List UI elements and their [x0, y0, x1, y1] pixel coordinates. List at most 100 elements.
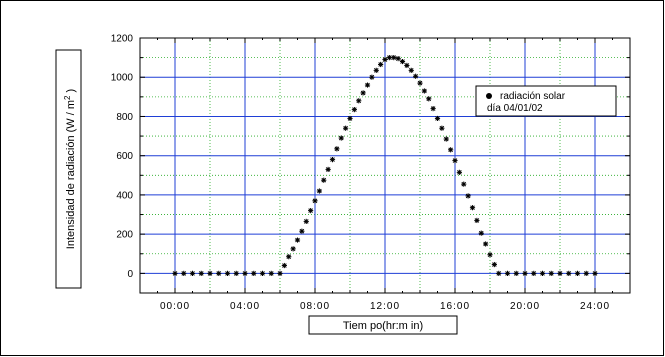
data-point: [421, 88, 427, 94]
data-point: [434, 115, 441, 122]
axis-ticks: [139, 37, 631, 294]
data-point: [574, 270, 581, 276]
data-point: [303, 218, 309, 225]
grid: [139, 37, 631, 294]
x-tick-labels: 00:00 04:00 08:00 12:00 16:00 20:00 24:00: [160, 301, 610, 312]
data-point: [189, 270, 196, 276]
legend-label: radiación solar: [500, 91, 566, 102]
data-point: [259, 270, 266, 276]
data-point: [430, 106, 436, 112]
data-point: [443, 136, 449, 142]
data-point: [461, 181, 467, 187]
data-point: [290, 246, 296, 252]
data-point: [413, 73, 419, 79]
data-point: [496, 270, 502, 276]
data-point: [351, 106, 357, 113]
y-axis-label-box: [55, 49, 82, 289]
data-point: [504, 270, 511, 276]
data-point: [382, 56, 388, 63]
data-point: [548, 270, 554, 276]
data-point: [487, 252, 493, 258]
x-axis-label-group: Tiem po(hr:m in): [308, 315, 458, 335]
data-point: [299, 228, 305, 234]
data-point: [364, 82, 371, 88]
x-axis-label: Tiem po(hr:m in): [343, 320, 423, 332]
data-point: [539, 270, 546, 276]
x-tick-label: 08:00: [300, 301, 330, 312]
data-point: [334, 146, 340, 152]
data-point: [216, 270, 222, 276]
data-point: [233, 270, 239, 276]
data-point: [474, 217, 480, 224]
data-point: [404, 62, 410, 69]
data-point: [316, 188, 322, 194]
data-point: [522, 270, 528, 276]
data-point: [373, 67, 379, 73]
data-point: [251, 270, 257, 276]
data-point: [281, 262, 287, 269]
data-point: [198, 270, 204, 276]
x-tick-label: 12:00: [370, 301, 400, 312]
data-point: [456, 169, 462, 175]
data-point: [513, 270, 519, 276]
data-point: [592, 270, 598, 276]
data-point: [312, 198, 318, 204]
legend-box: [475, 85, 617, 117]
data-point: [268, 270, 274, 276]
y-tick-label: 1000: [111, 73, 134, 84]
data-point: [294, 237, 301, 243]
data-point: [224, 270, 231, 276]
y-axis-label: Intensidad de radiación (W / m2 ): [63, 89, 77, 249]
data-point: [491, 261, 497, 268]
legend: radiación solar día 04/01/02: [475, 85, 617, 117]
data-point: [378, 61, 384, 68]
data-point: [391, 55, 397, 61]
y-tick-label: 0: [127, 269, 133, 280]
y-tick-label: 800: [116, 112, 133, 123]
data-point: [181, 270, 187, 276]
data-point: [469, 205, 476, 211]
data-point: [439, 125, 445, 131]
data-point: [583, 270, 589, 276]
data-point: [417, 80, 423, 86]
y-tick-label: 600: [116, 151, 133, 162]
x-axis-label-box: [308, 315, 458, 335]
data-point: [448, 147, 454, 153]
data-point: [329, 157, 336, 163]
x-tick-label: 16:00: [440, 301, 470, 312]
data-point: [531, 270, 537, 276]
data-point: [478, 230, 484, 236]
data-point: [408, 67, 414, 73]
data-point: [566, 270, 572, 276]
x-tick-label: 24:00: [580, 301, 610, 312]
y-tick-label: 400: [116, 190, 133, 201]
data-points: [172, 55, 598, 276]
data-point: [360, 90, 366, 96]
data-point: [207, 270, 213, 276]
legend-marker: [486, 93, 492, 99]
data-point: [557, 270, 563, 276]
data-point: [338, 135, 344, 141]
data-point: [325, 166, 331, 173]
data-point: [395, 55, 401, 62]
data-point: [356, 98, 362, 104]
y-tick-labels: 0 200 400 600 800 1000 1200: [111, 34, 134, 280]
data-point: [172, 270, 178, 276]
data-point: [242, 270, 248, 276]
data-point: [321, 177, 327, 183]
x-tick-label: 00:00: [160, 301, 190, 312]
y-tick-label: 200: [116, 230, 133, 241]
data-point: [426, 96, 432, 102]
y-axis-label-group: Intensidad de radiación (W / m2 ): [55, 49, 82, 289]
data-point: [369, 74, 375, 80]
legend-label-date: día 04/01/02: [487, 103, 543, 114]
data-point: [386, 55, 392, 61]
y-tick-label: 1200: [111, 34, 134, 45]
data-point: [347, 115, 353, 122]
data-point: [452, 157, 458, 164]
data-point: [465, 193, 471, 199]
data-point: [399, 58, 406, 65]
data-point: [343, 125, 349, 131]
